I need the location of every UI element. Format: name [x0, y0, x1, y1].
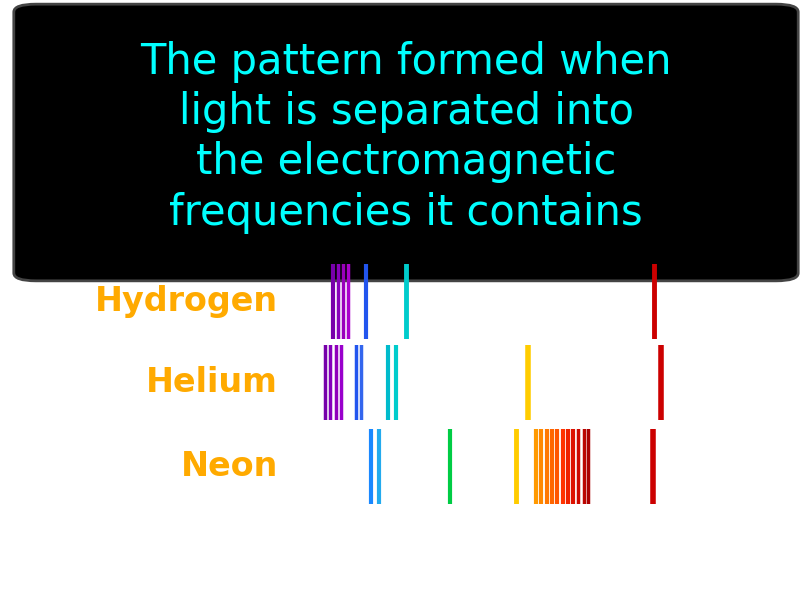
- Text: Neon: Neon: [181, 450, 278, 483]
- Text: Helium: Helium: [146, 366, 278, 399]
- FancyBboxPatch shape: [14, 4, 798, 281]
- Text: Hydrogen: Hydrogen: [94, 285, 278, 318]
- Text: The pattern formed when
light is separated into
the electromagnetic
frequencies : The pattern formed when light is separat…: [140, 41, 672, 233]
